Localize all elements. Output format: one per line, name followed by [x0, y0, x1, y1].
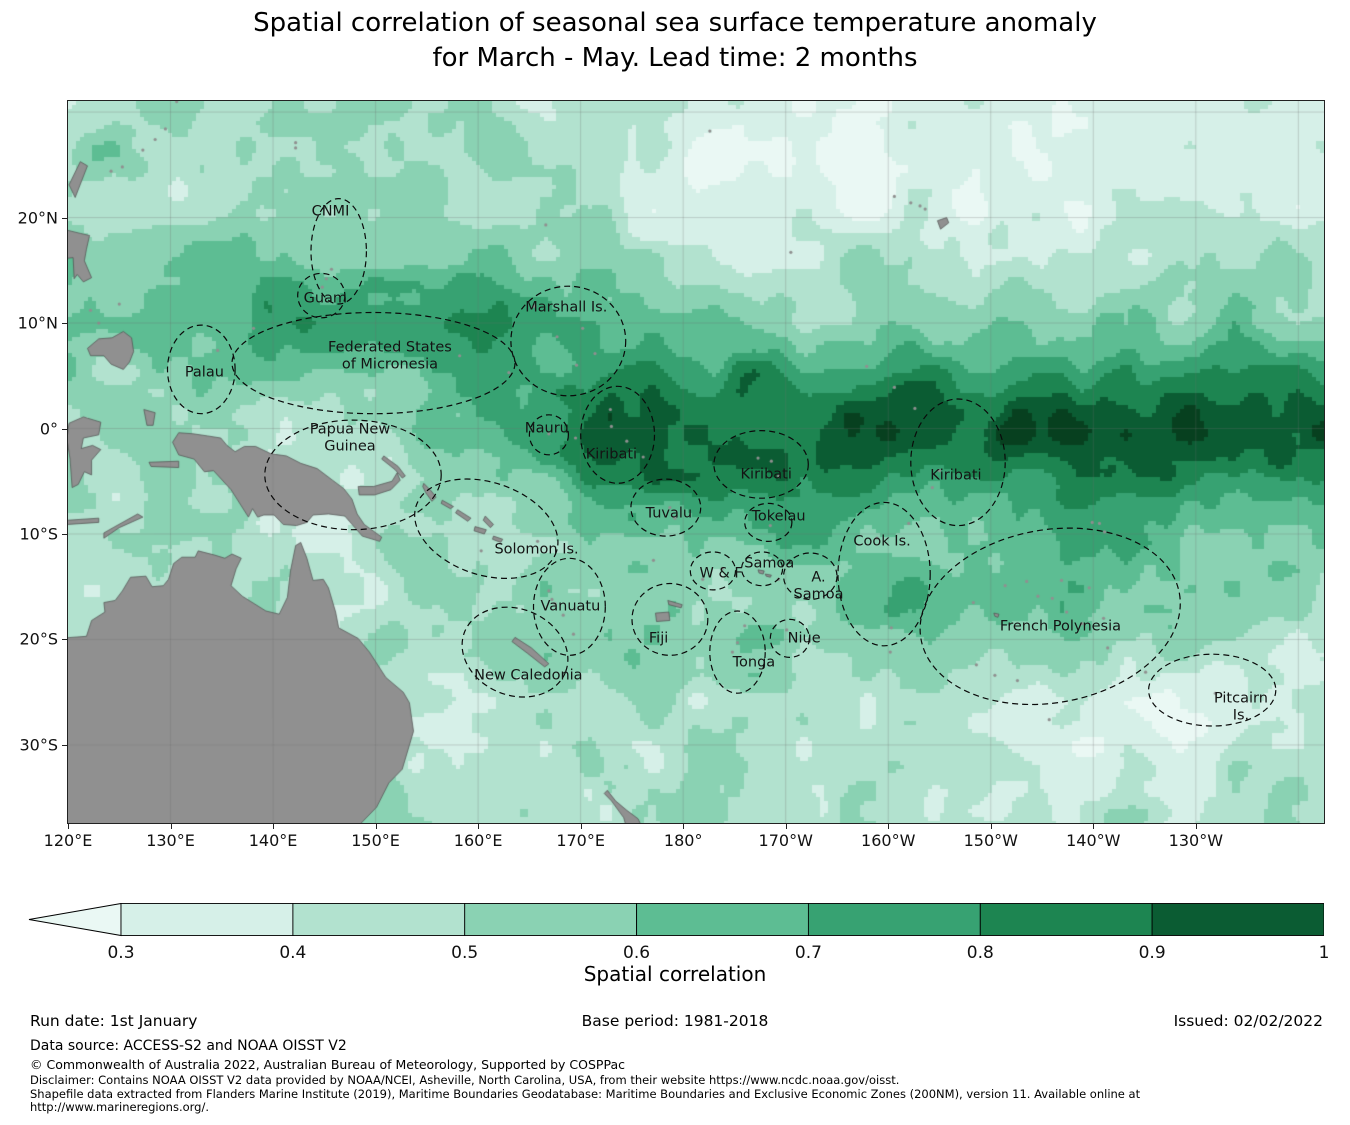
- y-tick-label: 10°S: [19, 524, 58, 544]
- data-source: Data source: ACCESS-S2 and NOAA OISST V2: [30, 1038, 347, 1054]
- y-tick-label: 0°: [39, 419, 58, 438]
- y-tick-mark: [62, 533, 68, 535]
- y-tick-mark: [62, 217, 68, 219]
- colorbar-gradient: [28, 902, 1325, 937]
- colorbar-segment: [807, 903, 981, 936]
- x-tick-label: 160°W: [861, 831, 916, 850]
- meta-row: Run date: 1st January Base period: 1981-…: [0, 1012, 1350, 1034]
- y-tick-mark: [62, 639, 68, 641]
- map-area: CNMI Guam Marshall Is. Federated States of …: [18, 100, 1325, 850]
- x-tick-label: 160°E: [453, 831, 503, 850]
- x-tick-mark: [785, 823, 787, 829]
- x-tick-mark: [888, 823, 890, 829]
- colorbar-segment: [464, 903, 638, 936]
- run-date: Run date: 1st January: [30, 1012, 198, 1030]
- x-tick-mark: [170, 823, 172, 829]
- x-tick-label: 130°E: [146, 831, 195, 850]
- x-tick-label: 140°W: [1066, 831, 1121, 850]
- colorbar-tick-label: 0.5: [451, 943, 479, 963]
- x-tick-mark: [478, 823, 480, 829]
- y-tick-mark: [62, 428, 68, 430]
- title-line-2: for March - May. Lead time: 2 months: [432, 43, 918, 74]
- x-tick-label: 150°E: [351, 831, 400, 850]
- x-tick-mark: [683, 823, 685, 829]
- x-tick-label: 170°W: [758, 831, 813, 850]
- x-tick-mark: [990, 823, 992, 829]
- colorbar-tick-label: 0.7: [794, 943, 822, 963]
- x-tick-label: 140°E: [248, 831, 298, 850]
- y-tick-label: 20°S: [19, 629, 58, 649]
- colorbar-label: Spatial correlation: [583, 962, 767, 986]
- x-tick-mark: [1093, 823, 1095, 829]
- y-tick-label: 30°S: [19, 735, 58, 755]
- colorbar-tick-label: 0.3: [107, 943, 135, 963]
- y-tick-label: 20°N: [17, 208, 58, 228]
- base-period: Base period: 1981-2018: [581, 1012, 769, 1030]
- y-tick-mark: [62, 744, 68, 746]
- marineregions-url: http://www.marineregions.org/.: [30, 1100, 209, 1115]
- colorbar-tick-label: 0.6: [623, 943, 651, 963]
- disclaimer-line: Disclaimer: Contains NOAA OISST V2 data …: [30, 1073, 900, 1087]
- correlation-field-canvas: [68, 101, 1324, 823]
- colorbar: 0.3 0.4 0.5 0.6 0.7 0.8 0.9 1: [28, 902, 1329, 973]
- colorbar-tick-label: 0.9: [1138, 943, 1166, 963]
- x-tick-mark: [68, 823, 69, 829]
- colorbar-segment: [979, 903, 1153, 936]
- colorbar-under-triangle: [28, 902, 122, 937]
- shapefile-note: Shapefile data extracted from Flanders M…: [30, 1086, 1141, 1101]
- colorbar-segment: [292, 903, 466, 936]
- colorbar-tick-label: 0.4: [279, 943, 307, 963]
- x-tick-mark: [580, 823, 582, 829]
- x-tick-mark: [375, 823, 377, 829]
- x-tick-label: 150°W: [963, 831, 1018, 850]
- colorbar-tick-label: 0.8: [966, 943, 994, 963]
- x-tick-mark: [273, 823, 275, 829]
- colorbar-segment: [1151, 903, 1325, 936]
- chart-title: Spatial correlation of seasonal sea surf…: [0, 6, 1350, 76]
- colorbar-segment: [120, 903, 294, 936]
- title-line-1: Spatial correlation of seasonal sea surf…: [253, 8, 1097, 38]
- colorbar-segment: [636, 903, 809, 936]
- issued-date: Issued: 02/02/2022: [1173, 1012, 1323, 1030]
- x-tick-label: 120°E: [43, 831, 93, 850]
- x-tick-label: 130°W: [1168, 831, 1224, 850]
- colorbar-tick-label: 1: [1318, 943, 1330, 963]
- y-tick-label: 10°N: [17, 313, 58, 333]
- y-tick-mark: [62, 323, 68, 325]
- copyright-line: © Commonwealth of Australia 2022, Austra…: [30, 1057, 625, 1072]
- x-tick-label: 180°: [663, 831, 703, 850]
- x-tick-label: 170°E: [556, 831, 605, 850]
- fineprint-block: Data source: ACCESS-S2 and NOAA OISST V2…: [30, 1038, 1330, 1115]
- x-tick-mark: [1195, 823, 1197, 829]
